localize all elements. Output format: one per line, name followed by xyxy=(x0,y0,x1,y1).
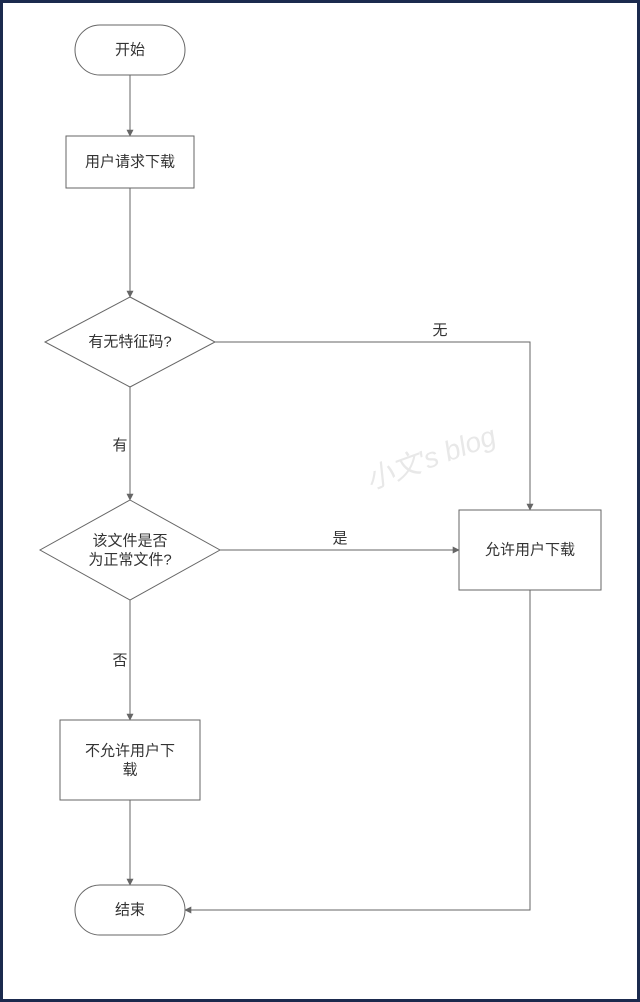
node-label-isNormal-line1: 该文件是否 xyxy=(92,533,167,550)
node-label-deny-line1: 不允许用户下 xyxy=(85,743,175,760)
node-label-hasSig: 有无特征码? xyxy=(88,334,171,351)
edge-label-isNormal-to-allow: 是 xyxy=(332,530,347,547)
node-label-isNormal-line2: 为正常文件? xyxy=(88,552,171,569)
node-label-request: 用户请求下载 xyxy=(85,154,175,171)
node-label-start: 开始 xyxy=(115,42,145,59)
node-request: 用户请求下载 xyxy=(66,136,194,188)
node-end: 结束 xyxy=(75,885,185,935)
node-deny: 不允许用户下载 xyxy=(60,720,200,800)
node-allow: 允许用户下载 xyxy=(459,510,601,590)
node-label-end: 结束 xyxy=(115,902,145,919)
node-start: 开始 xyxy=(75,25,185,75)
edge-label-hasSig-to-isNormal: 有 xyxy=(112,437,127,454)
edge-label-isNormal-to-deny: 否 xyxy=(112,652,127,669)
node-label-allow: 允许用户下载 xyxy=(485,542,575,559)
edge-label-hasSig-to-allow: 无 xyxy=(432,322,447,339)
node-label-deny-line2: 载 xyxy=(122,762,137,779)
